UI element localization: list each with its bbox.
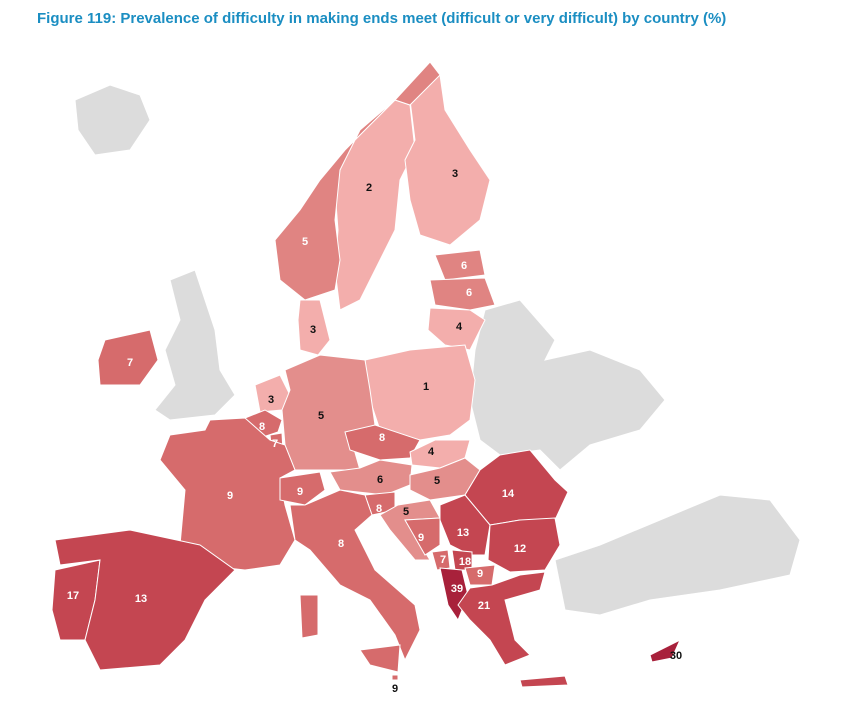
region-value-label: 9: [297, 486, 303, 498]
land: [554, 494, 801, 616]
region-value-label: 13: [457, 527, 469, 539]
region-shape: [404, 74, 491, 246]
region-value-label: 4: [456, 321, 463, 333]
region-value-label: 5: [318, 410, 324, 422]
region-value-label: 13: [135, 593, 147, 605]
region-value-label: 8: [379, 432, 385, 444]
region-shape: [159, 417, 296, 571]
region-value-label: 4: [428, 446, 435, 458]
region-value-label: 5: [302, 236, 308, 248]
region-shape: [457, 571, 546, 666]
region-shape: [487, 517, 561, 573]
region-value-label: 8: [338, 538, 344, 550]
region-value-label: 9: [418, 532, 424, 544]
region: [364, 344, 476, 441]
region: [54, 529, 236, 671]
region-value-label: 18: [459, 556, 471, 568]
region-value-label: 7: [272, 438, 278, 450]
region: [427, 307, 486, 351]
region-shape: [429, 277, 496, 311]
region-value-label: 6: [461, 260, 467, 272]
land: [469, 299, 666, 471]
region-value-label: 8: [259, 421, 265, 433]
region-value-label: 6: [377, 474, 383, 486]
region: [289, 489, 421, 673]
region: [279, 471, 326, 506]
region-shape: [427, 307, 486, 351]
region: [297, 299, 331, 356]
region-value-label: 21: [478, 600, 490, 612]
region-value-label: 9: [227, 490, 233, 502]
region: [97, 329, 159, 386]
region-shape: [344, 424, 421, 461]
region-value-label: 3: [268, 394, 274, 406]
region-shape: [649, 638, 682, 663]
region-value-label: 30: [670, 650, 682, 662]
region-value-label: 39: [451, 583, 463, 595]
region-shape: [334, 99, 416, 311]
region-value-label: 7: [127, 357, 133, 369]
region-shape: [391, 674, 399, 681]
region-shape: [97, 329, 159, 386]
region-value-label: 9: [392, 683, 398, 695]
region-value-label: 5: [434, 475, 440, 487]
background-countries: [74, 84, 801, 616]
region: [334, 99, 416, 311]
region-shape: [364, 344, 476, 441]
region: [344, 424, 421, 461]
region: [274, 61, 441, 301]
region-shape: [297, 299, 331, 356]
region: [404, 517, 441, 556]
region-value-label: 1: [423, 381, 429, 393]
region-shape: [274, 61, 441, 301]
regions: [51, 61, 682, 688]
region: [487, 517, 561, 573]
region: [429, 277, 496, 311]
region-value-label: 8: [376, 503, 382, 515]
region: [434, 249, 486, 281]
region-value-label: 3: [310, 324, 316, 336]
region: [439, 494, 491, 556]
figure-title: Figure 119: Prevalence of difficulty in …: [37, 10, 727, 27]
region-shape: [279, 471, 326, 506]
region-value-label: 12: [514, 543, 526, 555]
region-shape: [431, 549, 451, 571]
region: [404, 74, 491, 246]
region-value-label: 7: [440, 554, 446, 566]
region-shape: [289, 489, 421, 662]
region: [159, 417, 296, 571]
region: [431, 549, 451, 571]
land: [154, 269, 236, 421]
region-shape: [54, 529, 236, 671]
region: [649, 638, 682, 663]
region-shape: [439, 494, 491, 556]
region-value-label: 17: [67, 590, 79, 602]
region-shape: [299, 594, 319, 639]
region-value-label: 6: [466, 287, 472, 299]
region-shape: [519, 675, 569, 688]
region: [391, 674, 399, 681]
region-shape: [359, 644, 401, 673]
region-shape: [404, 517, 441, 556]
region-value-label: 9: [477, 568, 483, 580]
region-value-label: 5: [403, 506, 409, 518]
region-shape: [434, 249, 486, 281]
region-value-label: 3: [452, 168, 458, 180]
land: [74, 84, 151, 156]
region: [457, 571, 569, 688]
region-value-label: 14: [502, 488, 515, 500]
region-value-label: 2: [366, 182, 372, 194]
